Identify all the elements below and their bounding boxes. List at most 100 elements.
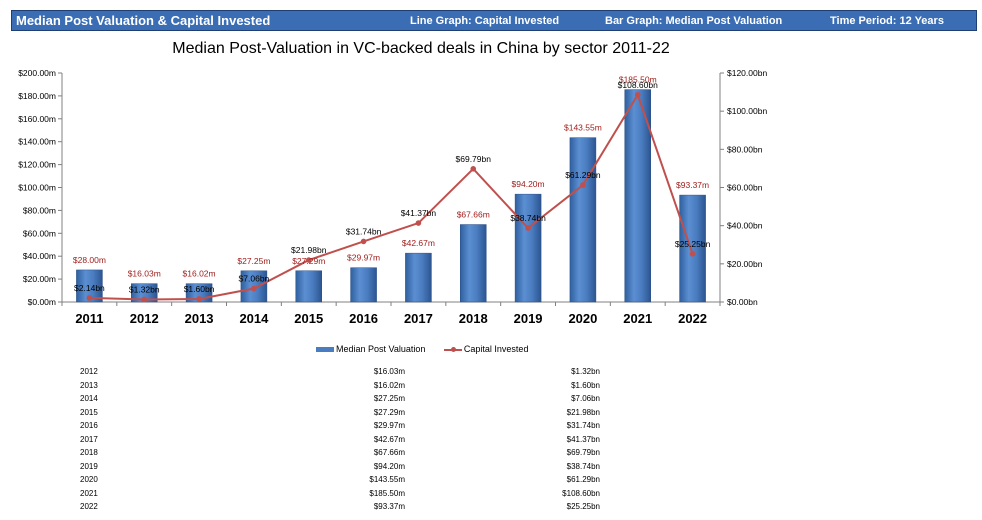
line-point-capital: [305, 257, 312, 263]
legend-label-capital: Capital Invested: [463, 344, 529, 354]
line-data-label: $61.29bn: [565, 170, 601, 180]
table-cell-year: 2015: [80, 407, 98, 417]
left-axis-tick-label: $200.00m: [18, 68, 56, 78]
table-cell-year: 2016: [80, 421, 98, 430]
bar-valuation: [350, 267, 377, 303]
bar-valuation: [295, 270, 322, 303]
right-axis-tick-label: $40.00bn: [727, 221, 763, 231]
table-row: 2020 $143.55m $61.29bn: [80, 475, 600, 489]
line-point-capital: [196, 296, 202, 302]
table-cell-year: 2020: [80, 475, 98, 484]
x-axis-tick-label: 2022: [678, 311, 707, 326]
x-axis-tick-label: 2018: [459, 311, 488, 326]
table-cell-valuation: $143.55m: [369, 475, 405, 484]
left-axis-tick-label: $180.00m: [18, 91, 56, 101]
left-axis-tick-label: $60.00m: [23, 228, 56, 238]
legend-line-swatch: [443, 346, 462, 352]
bar-valuation: [569, 137, 597, 303]
bar-valuation: [460, 224, 487, 303]
line-point-capital: [251, 285, 257, 292]
table-cell-capital: $25.25bn: [566, 502, 600, 511]
table-cell-valuation: $42.67m: [373, 434, 405, 444]
table-cell-valuation: $29.97m: [373, 421, 405, 430]
line-capital-invested: [89, 92, 694, 301]
line-data-label: $41.37bn: [401, 208, 437, 218]
left-axis-tick-label: $140.00m: [18, 137, 56, 147]
line-data-label: $38.74bn: [510, 213, 546, 223]
header-time-period: Time Period: 12 Years: [830, 15, 944, 27]
bar-data-label: $27.25m: [237, 256, 270, 266]
right-axis-tick-label: $80.00bn: [727, 144, 763, 154]
right-axis-tick-label: $60.00bn: [727, 183, 763, 193]
right-axis-tick-label: $100.00bn: [727, 106, 767, 116]
table-cell-valuation: $16.02m: [373, 380, 405, 390]
line-data-label: $21.98bn: [291, 245, 327, 255]
legend-item-valuation: Median Post Valuation: [316, 344, 425, 354]
header-line-graph-note: Line Graph: Capital Invested: [410, 15, 560, 27]
line-point-capital: [525, 225, 531, 231]
table-row: 2021 $185.50m $108.60bn: [80, 489, 600, 503]
x-axis-tick-label: 2016: [349, 311, 378, 326]
line-data-label: $2.14bn: [74, 283, 105, 293]
x-axis-tick-label: 2017: [404, 311, 433, 326]
bar-data-label: $28.00m: [73, 255, 106, 265]
left-axis-tick-label: $100.00m: [18, 183, 56, 193]
left-axis-tick-label: $40.00m: [23, 251, 56, 261]
x-axis-tick-label: 2014: [239, 311, 269, 326]
line-point-capital: [86, 295, 93, 301]
table-cell-year: 2021: [80, 488, 98, 498]
data-table: 2012 $16.03m $1.32bn 2013 $16.02m $1.60bn 2014…: [80, 367, 600, 516]
table-cell-capital: $1.60bn: [571, 380, 600, 390]
header-title: Median Post Valuation & Capital Invested: [16, 13, 271, 28]
legend-item-capital: Capital Invested: [443, 344, 529, 354]
bar-data-label: $93.37m: [676, 180, 709, 190]
line-point-capital: [360, 238, 367, 245]
table-cell-capital: $1.32bn: [571, 367, 600, 376]
bar-data-label: $42.67m: [402, 238, 435, 248]
right-axis-tick-label: $0.00bn: [727, 297, 758, 307]
chart-title: Median Post-Valuation in VC-backed deals…: [172, 40, 670, 57]
left-axis-tick-label: $120.00m: [18, 160, 56, 170]
line-point-capital: [415, 220, 422, 226]
left-axis-tick-label: $0.00m: [28, 297, 56, 307]
table-cell-year: 2014: [80, 394, 98, 403]
table-cell-capital: $61.29bn: [566, 475, 600, 484]
table-cell-year: 2018: [80, 448, 98, 457]
line-data-label: $31.74bn: [346, 226, 382, 236]
x-axis-tick-label: 2012: [130, 311, 159, 326]
table-cell-year: 2019: [80, 461, 98, 471]
line-data-label: $1.60bn: [184, 284, 215, 294]
x-axis-tick-label: 2019: [514, 311, 543, 326]
table-cell-valuation: $27.25m: [373, 394, 405, 403]
table-cell-capital: $31.74bn: [566, 421, 600, 430]
table-cell-valuation: $16.03m: [373, 367, 405, 376]
combo-chart: $0.00m $20.00m $40.00m $60.00m $80.00m $100.0…: [18, 68, 767, 326]
bar-data-label: $29.97m: [347, 253, 380, 263]
line-data-label: $108.60bn: [618, 80, 658, 90]
line-point-capital: [470, 166, 477, 172]
x-axis-tick-label: 2020: [568, 311, 597, 326]
bar-data-label: $143.55m: [564, 123, 602, 133]
table-cell-capital: $38.74bn: [566, 461, 600, 471]
table-row: 2015 $27.29m $21.98bn: [80, 408, 600, 422]
bar-data-label: $27.29m: [292, 256, 325, 266]
table-row: 2022 $93.37m $25.25bn: [80, 502, 600, 516]
table-cell-year: 2013: [80, 380, 98, 390]
table-row: 2014 $27.25m $7.06bn: [80, 394, 600, 408]
table-cell-year: 2017: [80, 434, 98, 444]
right-axis-tick-label: $20.00bn: [727, 259, 763, 269]
table-cell-capital: $21.98bn: [566, 407, 600, 417]
line-point-capital: [689, 251, 696, 257]
left-axis-tick-label: $80.00m: [23, 205, 56, 215]
table-row: 2013 $16.02m $1.60bn: [80, 381, 600, 395]
table-cell-capital: $108.60bn: [562, 488, 600, 498]
header-bar-graph-note: Bar Graph: Median Post Valuation: [605, 15, 783, 27]
x-axis-tick-label: 2011: [75, 311, 103, 326]
table-cell-valuation: $94.20m: [373, 461, 405, 471]
table-row: 2018 $67.66m $69.79bn: [80, 448, 600, 462]
bar-data-label: $16.02m: [183, 269, 216, 279]
table-cell-valuation: $67.66m: [373, 448, 405, 457]
line-point-capital: [580, 182, 586, 188]
line-data-label: $69.79bn: [456, 154, 492, 164]
header-banner: Median Post Valuation & Capital Invested…: [11, 10, 977, 31]
